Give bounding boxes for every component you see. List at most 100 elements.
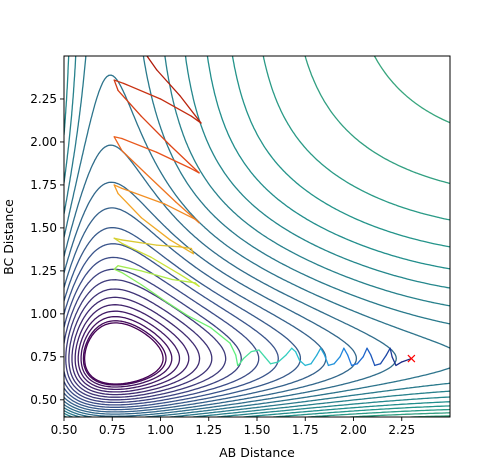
trajectory-segment (379, 354, 387, 365)
trajectory-segment (327, 363, 335, 367)
trajectory-segment (395, 361, 403, 367)
trajectory-segment (350, 363, 359, 367)
contour-level (64, 268, 242, 404)
trajectory-segment (229, 342, 237, 356)
y-tick-label: 1.25 (30, 264, 57, 278)
contour-level (64, 74, 450, 417)
contour-level (64, 144, 397, 417)
trajectory-segment (113, 136, 123, 140)
trajectory-segment (374, 363, 382, 367)
contour-level (64, 181, 358, 415)
contour-level (80, 315, 173, 388)
trajectory-segment (121, 137, 158, 153)
x-tick-label: 1.50 (244, 423, 271, 437)
trajectory-segment (310, 354, 318, 365)
trajectory-segment (356, 356, 364, 365)
trajectory-segment (277, 354, 287, 363)
trajectory-segment (269, 361, 279, 365)
trajectory-segment (140, 115, 171, 147)
trajectory-segment (113, 184, 123, 190)
y-tick-label: 1.00 (30, 307, 57, 321)
y-tick-label: 1.75 (30, 178, 57, 192)
trajectory-segment (113, 265, 119, 270)
x-tick-label: 0.50 (51, 423, 78, 437)
start-marker-stroke (407, 354, 416, 363)
trajectory-segment (123, 82, 162, 100)
trajectory-segment (320, 347, 326, 356)
trajectory-segment (117, 89, 142, 117)
contour-level (83, 322, 164, 385)
trajectory-segment (113, 184, 119, 195)
trajectory-segment (171, 278, 196, 284)
trajectory-segment (113, 79, 125, 85)
trajectory-segment (250, 349, 260, 353)
trajectory-segment (163, 203, 196, 220)
trajectory-segment (264, 356, 272, 365)
trajectory-segment (366, 347, 372, 356)
y-tick-label: 1.50 (30, 221, 57, 235)
trajectory-segment (121, 187, 166, 205)
trajectory-segment (165, 301, 189, 317)
trajectory-segment (140, 216, 171, 241)
trajectory-segment (323, 354, 330, 367)
trajectory-segment (210, 326, 231, 344)
trajectory-segment (140, 270, 173, 281)
contour-level (64, 56, 450, 417)
trajectory-segment (144, 172, 177, 203)
contour-level (64, 243, 279, 408)
x-tick-label: 1.75 (292, 423, 319, 437)
trajectory-segment (347, 354, 353, 367)
y-tick-label: 2.00 (30, 135, 57, 149)
trajectory-segment (169, 239, 194, 255)
trajectory-segment (179, 94, 202, 124)
contour-level (64, 56, 450, 417)
trajectory-segment (113, 79, 119, 92)
trajectory-segment (121, 239, 158, 246)
trajectory-segment (238, 357, 245, 365)
trajectory-segment (385, 347, 391, 356)
trajectory-segment (113, 237, 123, 241)
trajectory-segment (117, 192, 142, 219)
trajectory-segment (258, 349, 266, 358)
x-axis-label: AB Distance (219, 445, 295, 460)
contour-level (65, 279, 227, 401)
x-tick-label: 1.25 (195, 423, 222, 437)
contour-level (64, 56, 450, 417)
contour-level (68, 288, 213, 398)
y-tick-label: 2.25 (30, 92, 57, 106)
trajectory-segment (333, 356, 341, 365)
x-tick-label: 0.75 (99, 423, 126, 437)
trajectory-segment (155, 151, 191, 169)
contour-lines (64, 56, 450, 417)
x-axis-ticks: 0.50 0.75 1.00 1.25 1.50 1.75 2.00 2.25 (51, 417, 415, 437)
y-tick-label: 0.75 (30, 350, 57, 364)
trajectory-segment (179, 273, 200, 288)
contour-level (64, 207, 327, 413)
contour-level (206, 56, 450, 417)
trajectory-segment (155, 69, 181, 97)
trajectory-segment (242, 351, 252, 360)
trajectory-segment (155, 244, 181, 248)
contour-level (71, 296, 201, 396)
trajectory-segment (117, 265, 142, 272)
trajectory-segment (159, 98, 193, 117)
trajectory-segment (140, 283, 167, 303)
trajectory-start-marker (407, 354, 416, 363)
contour-level (74, 304, 190, 393)
trajectory-segment (304, 363, 312, 367)
trajectory-segment (113, 268, 123, 274)
trajectory-segment (389, 347, 393, 358)
trajectory-path (113, 56, 413, 367)
x-tick-label: 2.25 (388, 423, 415, 437)
y-tick-label: 0.50 (30, 393, 57, 407)
contour-level (64, 226, 302, 411)
trajectory-segment (343, 347, 349, 356)
x-tick-label: 1.00 (147, 423, 174, 437)
trajectory-segment (391, 356, 397, 367)
trajectory-segment (121, 149, 146, 174)
trajectory-segment (169, 144, 200, 174)
trajectory-segment (316, 347, 322, 356)
trajectory-segment (121, 271, 142, 286)
trajectory-segment (113, 136, 123, 152)
